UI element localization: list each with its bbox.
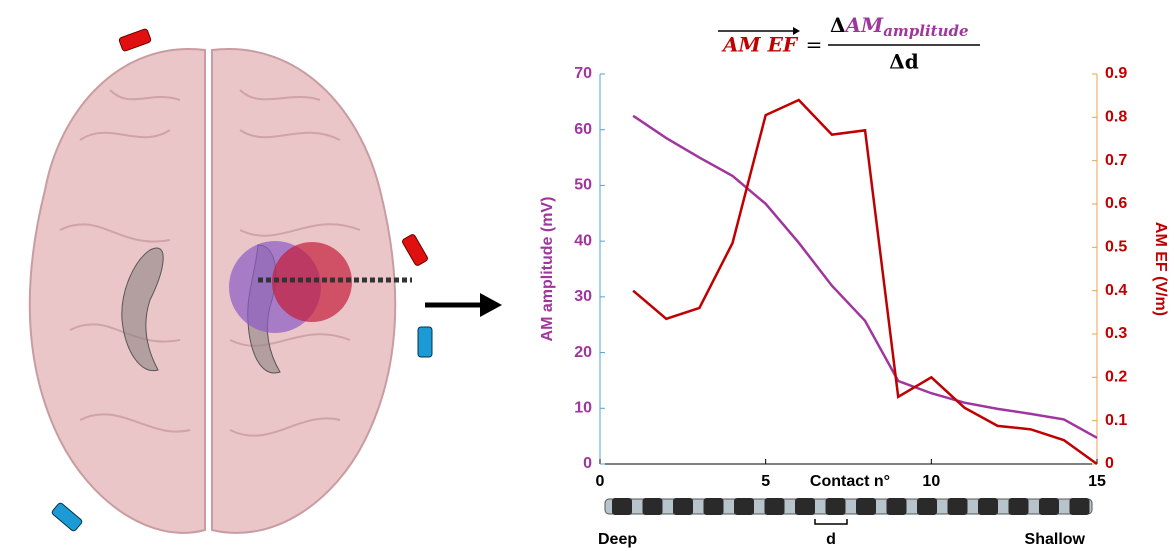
x-axis-label: Contact n° bbox=[810, 473, 890, 490]
title-equals: = bbox=[806, 33, 823, 57]
title-am: AM bbox=[844, 13, 885, 37]
contact bbox=[948, 498, 968, 515]
contact bbox=[734, 498, 754, 515]
contact bbox=[856, 498, 876, 515]
y2-tick-label: 0.1 bbox=[1105, 412, 1127, 429]
y-tick-label: 20 bbox=[574, 344, 592, 361]
y2-tick-label: 0.7 bbox=[1105, 152, 1127, 169]
formula-title: AM EF = ΔAMamplitude Δd bbox=[718, 13, 980, 74]
electrode bbox=[605, 498, 1092, 515]
y-tick-label: 60 bbox=[574, 121, 592, 138]
figure: AM EF = ΔAMamplitude Δd Contact n° AM am… bbox=[0, 0, 1174, 551]
contact bbox=[643, 498, 663, 515]
spacing-bracket bbox=[815, 519, 847, 524]
contact bbox=[1039, 498, 1059, 515]
x-tick-label: 5 bbox=[761, 473, 770, 490]
title-denominator: Δd bbox=[889, 50, 919, 74]
y2-tick-label: 0.6 bbox=[1105, 195, 1127, 212]
series-line bbox=[633, 100, 1097, 464]
contact bbox=[826, 498, 846, 515]
y2-tick-label: 0.8 bbox=[1105, 109, 1127, 126]
contact bbox=[887, 498, 907, 515]
y-tick-label: 70 bbox=[574, 65, 592, 82]
x-tick-label: 15 bbox=[1088, 473, 1106, 490]
y-tick-label: 50 bbox=[574, 177, 592, 194]
contact bbox=[795, 498, 815, 515]
brain-illustration bbox=[30, 28, 502, 533]
contact bbox=[978, 498, 998, 515]
annotation: d bbox=[826, 531, 836, 548]
contact bbox=[673, 498, 693, 515]
annotation: Shallow bbox=[1025, 531, 1086, 548]
y-tick-label: 40 bbox=[574, 232, 592, 249]
contact bbox=[765, 498, 785, 515]
y-tick-label: 10 bbox=[574, 400, 592, 417]
title-delta: Δ bbox=[830, 13, 846, 37]
title-numerator: ΔAMamplitude bbox=[830, 13, 969, 41]
y-tick-label: 30 bbox=[574, 288, 592, 305]
y-axis-label: AM amplitude (mV) bbox=[539, 197, 556, 342]
contact bbox=[612, 498, 632, 515]
annotation: Deep bbox=[598, 531, 637, 548]
y2-tick-label: 0.4 bbox=[1105, 282, 1127, 299]
contact bbox=[704, 498, 724, 515]
x-tick-label: 0 bbox=[596, 473, 605, 490]
contact bbox=[1070, 498, 1090, 515]
y2-tick-label: 0 bbox=[1105, 455, 1114, 472]
y2-axis-label: AM EF (V/m) bbox=[1152, 222, 1169, 316]
y2-tick-label: 0.3 bbox=[1105, 325, 1127, 342]
x-tick-label: 10 bbox=[922, 473, 940, 490]
y2-tick-label: 0.2 bbox=[1105, 369, 1127, 386]
y2-tick-label: 0.9 bbox=[1105, 65, 1127, 82]
y-tick-label: 0 bbox=[583, 455, 592, 472]
title-sub: amplitude bbox=[883, 22, 968, 40]
y2-tick-label: 0.5 bbox=[1105, 239, 1127, 256]
title-lhs: AM EF bbox=[721, 33, 799, 57]
series-line bbox=[633, 116, 1097, 438]
contact bbox=[917, 498, 937, 515]
contact bbox=[1009, 498, 1029, 515]
